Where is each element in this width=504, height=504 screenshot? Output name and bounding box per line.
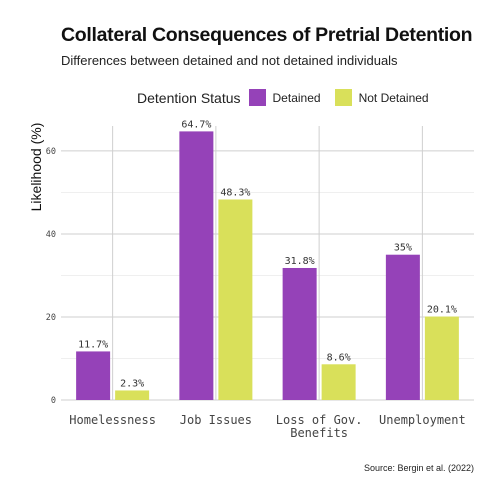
legend-swatch-not-detained (334, 89, 352, 106)
x-tick-label: Unemployment (379, 413, 466, 427)
bar-not-detained (424, 316, 459, 400)
bar-not-detained (115, 390, 150, 400)
y-tick-label: 60 (46, 147, 56, 157)
bar-detained (385, 254, 420, 400)
bar-not-detained (218, 199, 253, 400)
bar-detained (179, 131, 214, 400)
chart-title: Collateral Consequences of Pretrial Dete… (61, 24, 473, 46)
data-label-not-detained: 8.6% (327, 352, 351, 363)
legend-swatch-detained (248, 89, 266, 106)
x-tick-label: Benefits (290, 426, 348, 440)
legend: Detention Status Detained Not Detained (137, 89, 443, 106)
bar-detained (282, 267, 317, 400)
data-label-detained: 35% (394, 243, 412, 254)
x-tick-label: Job Issues (180, 413, 252, 427)
legend-entry-not-detained: Not Detained (334, 89, 429, 106)
x-tick-label: Loss of Gov. (276, 413, 363, 427)
data-label-detained: 11.7% (78, 339, 108, 350)
legend-title: Detention Status (137, 89, 241, 106)
y-tick-label: 20 (46, 313, 56, 323)
data-label-not-detained: 2.3% (120, 378, 144, 389)
data-label-detained: 31.8% (285, 256, 315, 267)
data-label-not-detained: 48.3% (220, 187, 250, 198)
y-tick-label: 0 (51, 396, 56, 406)
data-label-detained: 64.7% (181, 119, 211, 130)
x-tick-label: Homelessness (69, 413, 156, 427)
chart-subtitle: Differences between detained and not det… (61, 53, 398, 68)
legend-entry-detained: Detained (248, 89, 321, 106)
data-label-not-detained: 20.1% (427, 305, 457, 316)
legend-label-not-detained: Not Detained (358, 90, 429, 105)
bar-not-detained (321, 364, 356, 400)
y-tick-label: 40 (46, 230, 56, 240)
source-note: Source: Bergin et al. (2022) (363, 463, 474, 473)
y-axis-title: Likelihood (%) (28, 123, 44, 212)
bar-detained (76, 351, 111, 400)
legend-label-detained: Detained (272, 90, 321, 105)
